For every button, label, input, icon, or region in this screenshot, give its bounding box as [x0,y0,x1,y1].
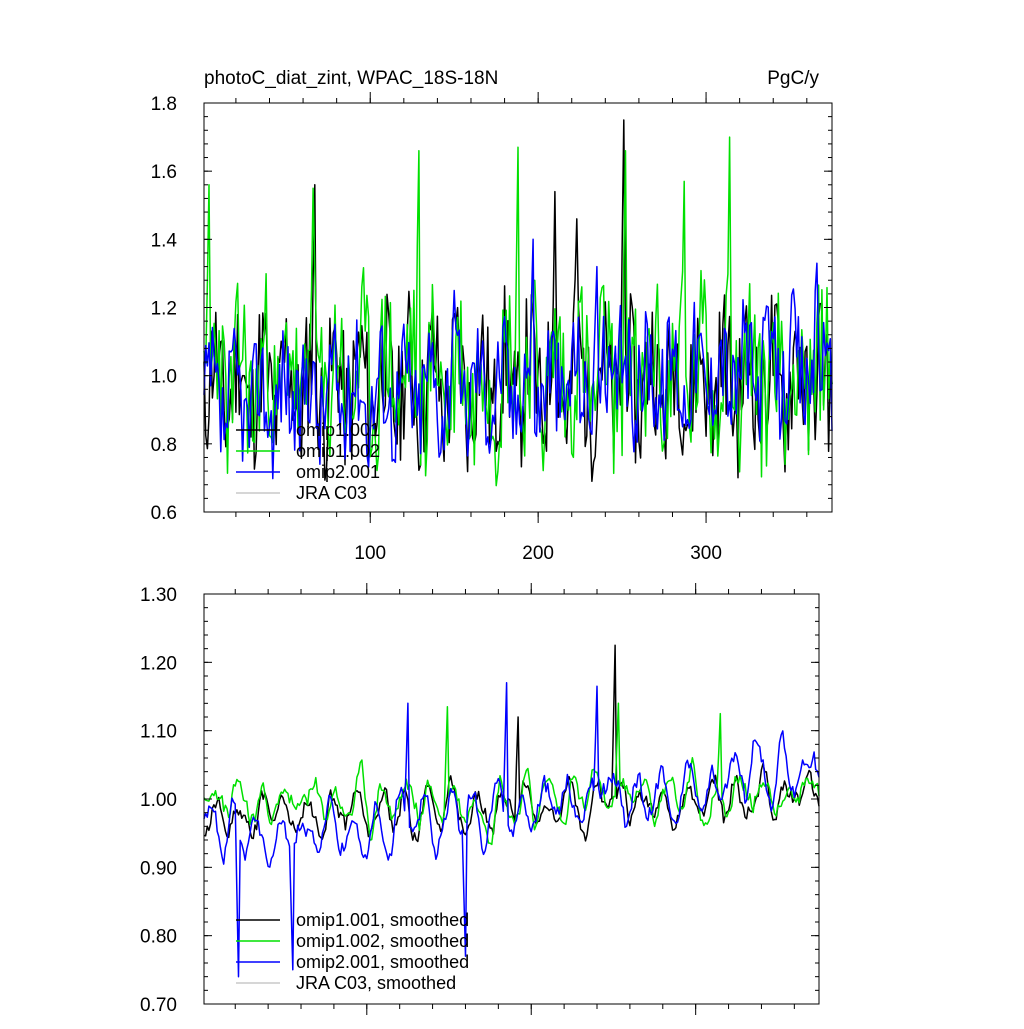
y-tick-label-1-2: 0.90 [140,858,177,879]
y-tick-label-1-4: 1.10 [140,722,177,743]
y-tick-label-0-6: 1.8 [151,94,177,115]
y-tick-label-0-5: 1.6 [151,162,177,183]
series-line-0-2 [203,238,833,480]
legend-label-0-2: omip2.001 [296,462,380,482]
x-tick-label-0-2: 300 [690,543,722,564]
series-line-0-1 [203,136,833,487]
legend-label-0-0: omip1.001 [296,420,380,440]
y-tick-label-1-5: 1.20 [140,653,177,674]
y-tick-label-1-0: 0.70 [140,995,177,1016]
y-tick-label-0-3: 1.2 [151,299,177,320]
series-line-1-2 [203,682,820,978]
y-tick-label-0-2: 1.0 [151,367,177,388]
y-tick-label-0-4: 1.4 [151,230,178,251]
chart-title: photoC_diat_zint, WPAC_18S-18N [204,68,498,89]
y-tick-label-1-6: 1.30 [140,585,177,606]
legend-label-1-2: omip2.001, smoothed [296,952,469,972]
y-tick-label-0-1: 0.8 [151,435,177,456]
legend-label-1-0: omip1.001, smoothed [296,910,469,930]
y-tick-label-0-0: 0.6 [151,503,177,524]
units-label: PgC/y [767,68,819,89]
x-tick-label-0-0: 100 [354,543,386,564]
legend-label-1-3: JRA C03, smoothed [296,973,456,993]
series-line-1-1 [203,702,820,846]
y-tick-label-1-1: 0.80 [140,927,177,948]
x-tick-label-0-1: 200 [522,543,554,564]
legend-label-0-1: omip1.002 [296,441,380,461]
y-tick-label-1-3: 1.00 [140,790,177,811]
legend-label-0-3: JRA C03 [296,483,367,503]
legend-label-1-1: omip1.002, smoothed [296,931,469,951]
series-line-1-0 [203,644,820,843]
